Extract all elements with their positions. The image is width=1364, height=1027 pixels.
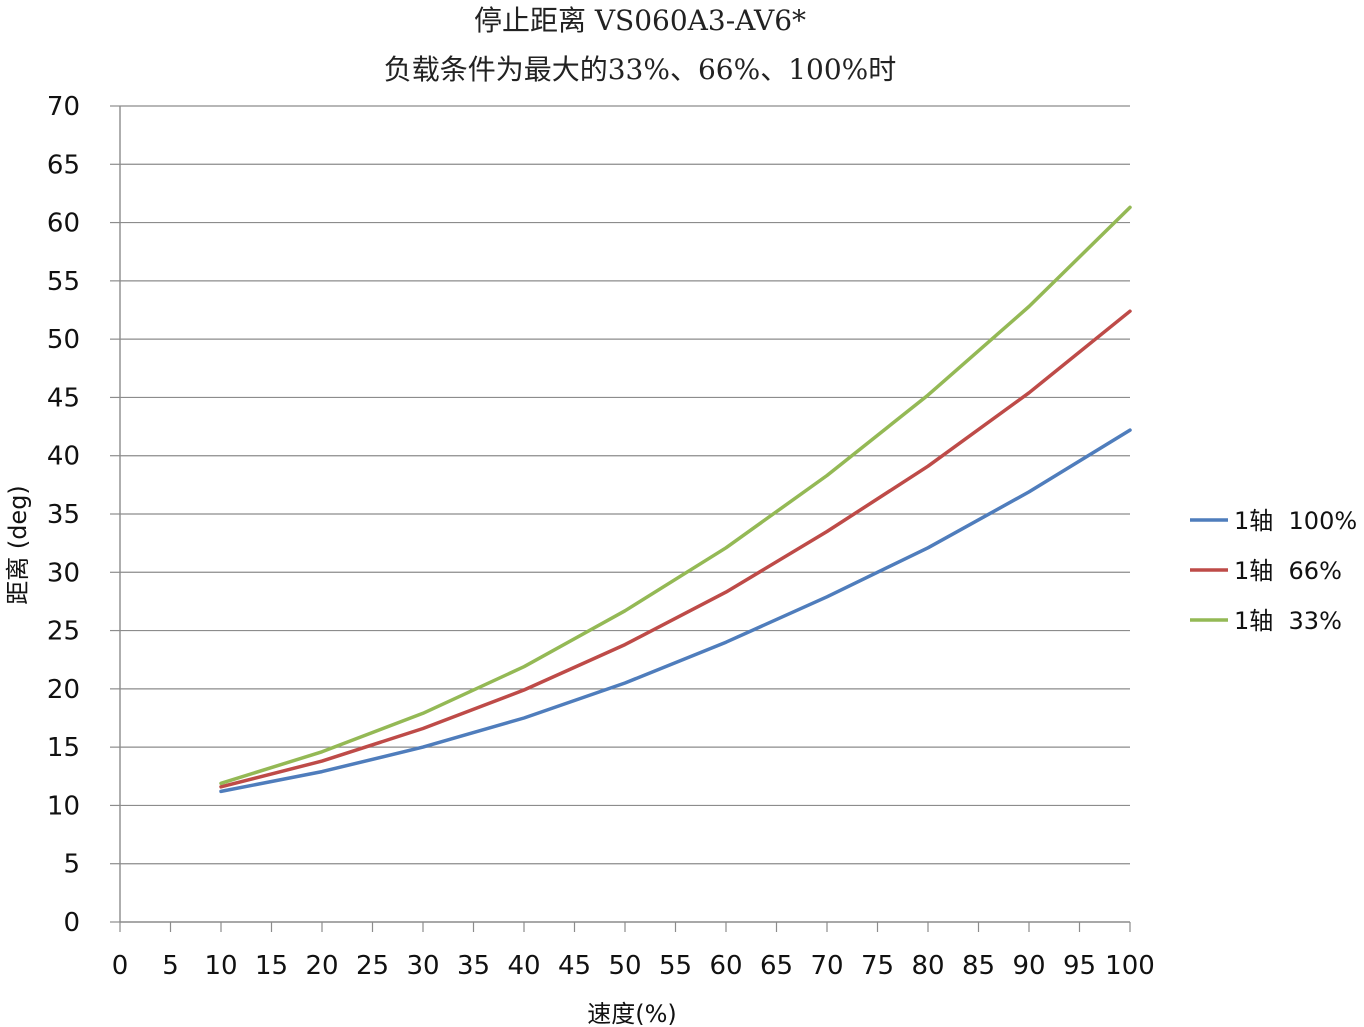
x-tick-label: 10 [204, 951, 237, 981]
series-line-2 [219, 205, 1132, 786]
x-tick-labels: 0 5 10 15 20 25 30 35 40 45 50 55 60 65 70 75 80 85 90 95 10… [112, 951, 1155, 981]
y-tick-label: 25 [47, 617, 80, 647]
x-tick-label: 25 [356, 951, 389, 981]
y-tick-label: 55 [47, 267, 80, 297]
x-tick-label: 45 [558, 951, 591, 981]
y-axis-label: 距离 (deg) [4, 485, 32, 605]
x-tick-label: 40 [507, 951, 540, 981]
grid-lines [120, 105, 1130, 865]
x-tick-label: 15 [255, 951, 288, 981]
legend-entry-2: 1轴 33% [1234, 607, 1342, 635]
x-tick-label: 70 [810, 951, 843, 981]
x-tick-label: 0 [112, 951, 129, 981]
legend: 1轴 100% 1轴 66% 1轴 33% [1190, 507, 1357, 635]
chart-title: 停止距离 VS060A3-AV6* [474, 4, 806, 37]
y-tick-label: 10 [47, 791, 80, 821]
x-tick-label: 50 [608, 951, 641, 981]
x-tick-label: 55 [659, 951, 692, 981]
y-tick-label: 0 [63, 908, 80, 938]
x-tick-label: 60 [709, 951, 742, 981]
x-tick-label: 30 [406, 951, 439, 981]
y-tick-label: 40 [47, 442, 80, 472]
legend-entry-0: 1轴 100% [1234, 507, 1357, 535]
x-tick-label: 75 [861, 951, 894, 981]
y-tick-label: 35 [47, 500, 80, 530]
axes [110, 105, 1131, 932]
x-tick-label: 65 [760, 951, 793, 981]
x-tick-label: 100 [1105, 951, 1155, 981]
series-line-0 [219, 428, 1132, 794]
legend-entry-1: 1轴 66% [1234, 557, 1342, 585]
y-tick-label: 5 [63, 850, 80, 880]
y-tick-label: 60 [47, 209, 80, 239]
x-tick-label: 90 [1012, 951, 1045, 981]
series-lines [219, 205, 1132, 794]
x-tick-label: 85 [962, 951, 995, 981]
x-axis-label: 速度(%) [587, 1000, 677, 1027]
series-line-1 [219, 309, 1132, 789]
chart-subtitle: 负载条件为最大的33%、66%、100%时 [384, 53, 897, 86]
y-tick-label: 30 [47, 558, 80, 588]
y-tick-labels: 0 5 10 15 20 25 30 35 40 45 50 55 60 65 70 [47, 92, 80, 938]
x-tick-label: 35 [457, 951, 490, 981]
y-tick-label: 20 [47, 675, 80, 705]
y-tick-label: 50 [47, 325, 80, 355]
x-tick-label: 80 [911, 951, 944, 981]
y-tick-label: 70 [47, 92, 80, 122]
x-tick-label: 5 [162, 951, 179, 981]
x-tick-label: 95 [1063, 951, 1096, 981]
x-tick-label: 20 [305, 951, 338, 981]
y-tick-label: 15 [47, 733, 80, 763]
y-tick-label: 65 [47, 150, 80, 180]
y-tick-label: 45 [47, 383, 80, 413]
